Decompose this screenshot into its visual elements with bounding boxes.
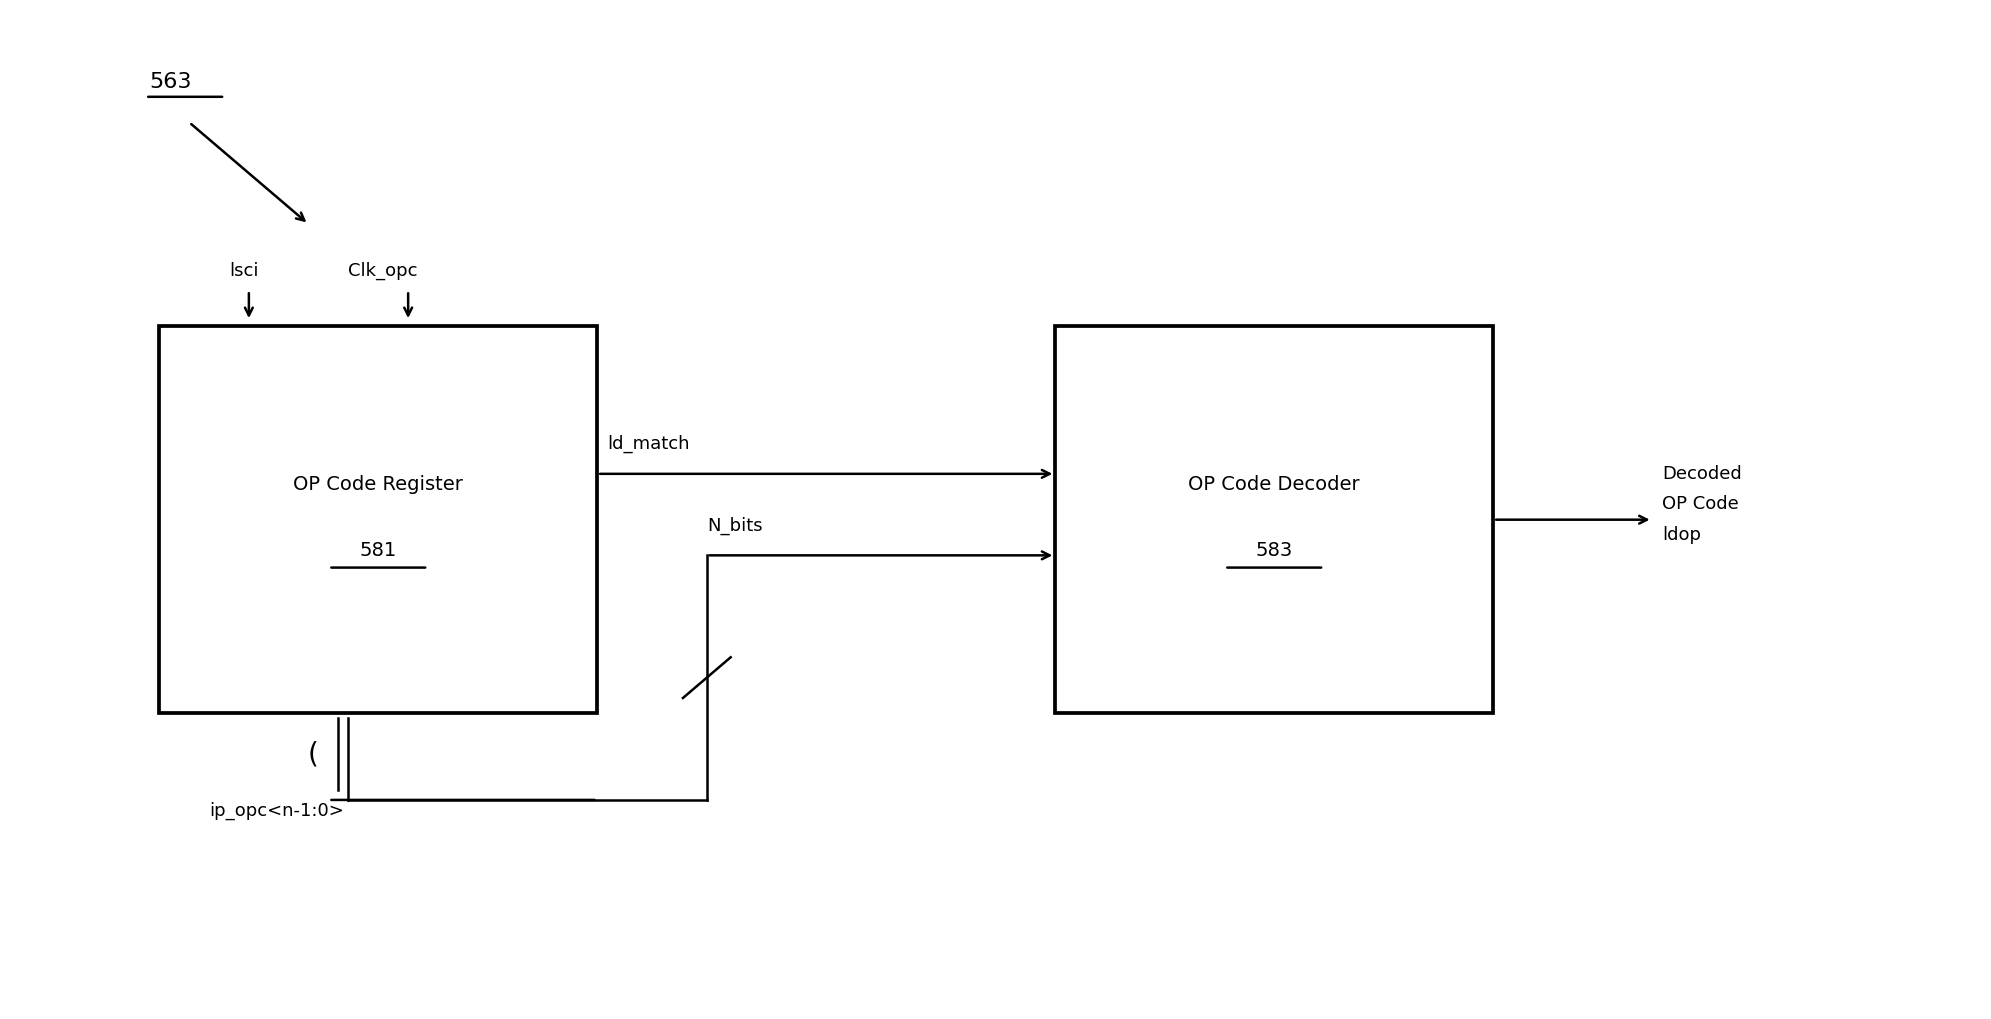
Text: N_bits: N_bits [707,517,763,535]
Text: 581: 581 [360,541,396,559]
Text: (: ( [309,740,319,768]
Text: Decoded: Decoded [1662,465,1742,483]
Text: 563: 563 [149,71,191,92]
Text: OP Code Decoder: OP Code Decoder [1189,475,1360,493]
Text: ld_match: ld_match [607,435,689,453]
Text: 583: 583 [1256,541,1292,559]
Text: ip_opc<n-1:0>: ip_opc<n-1:0> [209,802,344,820]
Text: Clk_opc: Clk_opc [348,262,418,280]
FancyBboxPatch shape [1055,326,1493,713]
Text: lsci: lsci [229,262,259,280]
Text: OP Code Register: OP Code Register [293,475,464,493]
FancyBboxPatch shape [159,326,597,713]
Text: OP Code: OP Code [1662,495,1740,514]
Text: ldop: ldop [1662,526,1702,544]
